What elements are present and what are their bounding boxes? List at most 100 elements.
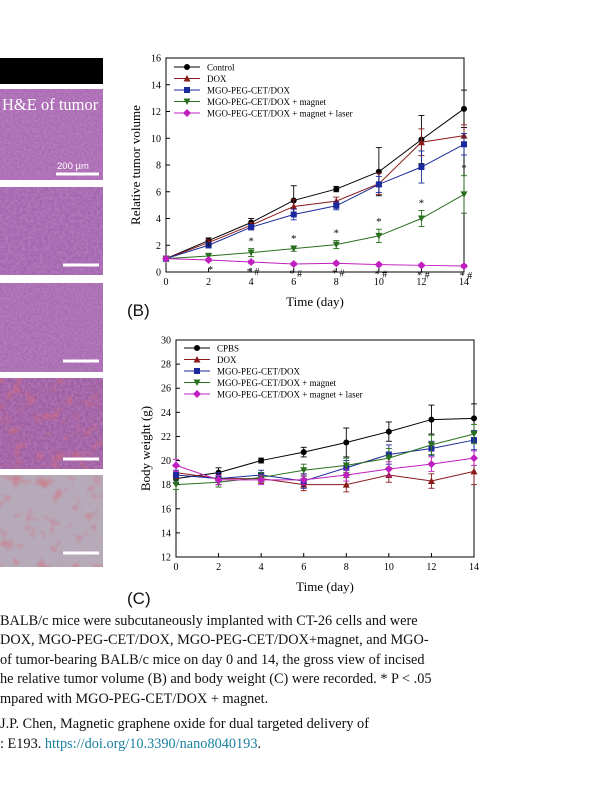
series-5: [162, 254, 468, 270]
doi-link[interactable]: https://doi.org/10.3390/nano8040193: [44, 736, 258, 752]
x-tick-label: 8: [334, 277, 339, 288]
data-point: [460, 261, 468, 270]
data-point: [342, 471, 351, 480]
x-tick-label: 12: [416, 277, 426, 288]
data-point: [427, 441, 435, 449]
data-point: [289, 259, 298, 268]
data-point: [299, 475, 308, 484]
he-image-3: [0, 283, 103, 372]
x-tick-label: 12: [426, 562, 436, 573]
caption-line-6: J.P. Chen, Magnetic graphene oxide for d…: [0, 716, 369, 732]
legend-marker: [193, 356, 201, 363]
x-tick-label: 10: [374, 277, 384, 288]
data-point: [172, 481, 180, 489]
x-tick-label: 6: [301, 562, 306, 573]
data-point: [332, 241, 340, 249]
series-line: [175, 433, 475, 486]
data-point: [417, 138, 425, 146]
panel-a-header-bar: [0, 58, 103, 84]
chart-c-label: (C): [127, 589, 151, 608]
series-5: [172, 450, 478, 486]
data-point: [205, 242, 212, 249]
series-line: [175, 470, 475, 486]
series-line: [165, 193, 465, 260]
data-point: [257, 475, 266, 484]
data-point: [300, 449, 307, 456]
data-point: [247, 257, 256, 266]
data-point: [333, 202, 340, 209]
data-point: [417, 215, 425, 222]
data-point: [290, 202, 298, 210]
legend-label: MGO-PEG-CET/DOX + magnet: [217, 378, 337, 388]
caption-citation-end: .: [257, 736, 262, 752]
y-tick-label: 16: [161, 504, 171, 515]
panel-a-histology: H&E of tumor 200 µm: [0, 58, 103, 567]
x-tick-label: 14: [459, 277, 469, 288]
legend-marker: [183, 98, 191, 105]
data-point: [417, 261, 426, 270]
significance-label: * #: [375, 270, 388, 281]
data-point: [300, 467, 308, 474]
x-tick-label: 8: [344, 562, 349, 573]
y-tick-label: 12: [161, 553, 171, 564]
significance-label: *: [208, 265, 213, 276]
data-point: [343, 439, 350, 446]
y-tick-label: 8: [156, 161, 161, 172]
data-point: [427, 477, 435, 485]
legend-marker: [194, 368, 200, 374]
y-tick-label: 24: [161, 408, 171, 419]
caption-line-4: he relative tumor volume (B) and body we…: [0, 671, 432, 687]
data-point: [333, 186, 340, 193]
data-point: [332, 259, 341, 268]
legend-marker: [193, 390, 201, 398]
series-line: [165, 258, 465, 267]
legend-label: MGO-PEG-CET/DOX: [217, 367, 300, 377]
data-point: [418, 164, 425, 171]
y-tick-label: 20: [161, 456, 171, 467]
significance-label: * #: [247, 267, 260, 278]
x-tick-label: 6: [291, 277, 296, 288]
legend-label: DOX: [207, 74, 227, 84]
legend-label: DOX: [217, 355, 237, 365]
he-image-5: [0, 475, 103, 567]
x-tick-label: 10: [384, 562, 394, 573]
legend: ControlDOXMGO-PEG-CET/DOXMGO-PEG-CET/DOX…: [174, 63, 353, 119]
data-point: [204, 255, 213, 264]
y-tick-label: 26: [161, 384, 171, 395]
significance-label: *: [461, 163, 467, 175]
data-point: [375, 232, 383, 240]
data-point: [471, 415, 477, 422]
legend-label: MGO-PEG-CET/DOX: [207, 86, 290, 96]
y-axis-label: Body weight (g): [138, 406, 153, 491]
caption-line-5: mpared with MGO-PEG-CET/DOX + magnet.: [0, 691, 269, 707]
caption-line-3: of tumor-bearing BALB/c mice on day 0 an…: [0, 652, 425, 668]
x-tick-label: 4: [249, 277, 254, 288]
data-point: [385, 428, 392, 435]
legend-marker: [194, 345, 200, 351]
data-point: [461, 141, 467, 148]
legend-marker: [184, 64, 190, 70]
panel-a-header: H&E of tumor: [2, 95, 99, 114]
caption-line-1: BALB/c mice were subcutaneously implante…: [0, 613, 418, 629]
x-tick-label: 0: [174, 562, 179, 573]
x-tick-label: 2: [206, 277, 211, 288]
legend-label: MGO-PEG-CET/DOX + magnet + laser: [217, 390, 363, 400]
significance-label: * #: [417, 270, 430, 281]
significance-label: *: [334, 228, 340, 240]
caption-line-2: DOX, MGO-PEG-CET/DOX, MGO-PEG-CET/DOX+ma…: [0, 632, 429, 648]
series-line: [175, 457, 475, 481]
data-point: [248, 224, 255, 231]
data-point: [460, 191, 468, 198]
y-tick-label: 28: [161, 360, 171, 371]
data-point: [470, 454, 478, 463]
data-point: [385, 455, 393, 462]
x-tick-label: 14: [469, 562, 479, 573]
data-point: [342, 462, 350, 469]
y-tick-label: 10: [151, 134, 161, 145]
he-image-1: H&E of tumor 200 µm: [0, 89, 103, 180]
significance-label: *: [376, 216, 382, 228]
scale-label: 200 µm: [57, 161, 89, 172]
